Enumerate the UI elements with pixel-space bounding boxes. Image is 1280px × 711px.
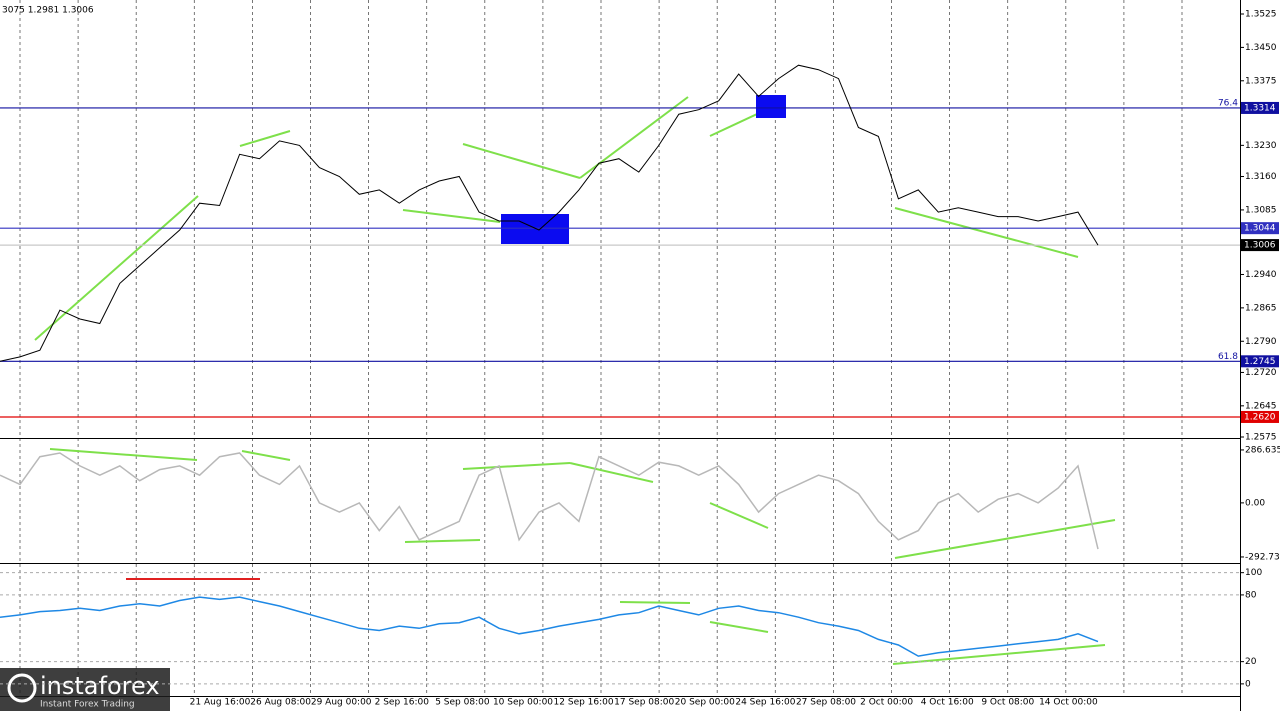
y-tick-label: 0.00 — [1245, 498, 1265, 508]
series-line — [0, 452, 1099, 550]
x-tick-label: 9 Oct 08:00 — [981, 698, 1034, 708]
level-label: 1.3006 — [1244, 241, 1276, 251]
level-tag — [1241, 222, 1279, 235]
x-tick-label: 2 Sep 16:00 — [375, 698, 430, 708]
zone-box — [756, 95, 786, 118]
x-tick-label: 24 Sep 16:00 — [735, 698, 795, 708]
level-label: 1.2745 — [1244, 357, 1276, 367]
y-tick-label: -292.731 — [1245, 552, 1280, 562]
y-tick-label: 1.3085 — [1245, 205, 1277, 215]
y-tick-label: 1.3230 — [1245, 141, 1277, 151]
watermark-tagline: Instant Forex Trading — [40, 700, 135, 710]
y-tick-label: 1.2720 — [1245, 368, 1277, 378]
vertical-grid — [19, 0, 1183, 696]
x-tick-label: 17 Sep 08:00 — [614, 698, 674, 708]
price-header: 3075 1.2981 1.3006 — [2, 6, 94, 16]
watermark-logo — [7, 673, 37, 703]
watermark-brand: instaforex — [40, 672, 160, 700]
y-tick-label: 286.6354 — [1245, 445, 1280, 455]
x-tick-label: 20 Sep 00:00 — [675, 698, 735, 708]
series-line — [0, 596, 1099, 657]
y-tick-label: 1.3450 — [1245, 43, 1277, 53]
y-tick-label: 1.2865 — [1245, 303, 1277, 313]
x-tick-label: 10 Sep 00:00 — [493, 698, 553, 708]
y-tick-label: 0 — [1245, 679, 1251, 689]
fib-label: 76.4 — [1218, 98, 1238, 108]
level-label: 1.2620 — [1244, 412, 1276, 422]
level-tag — [1241, 410, 1279, 423]
x-tick-label: 4 Oct 16:00 — [921, 698, 974, 708]
fib-label: 61.8 — [1218, 352, 1238, 362]
x-tick-label: 21 Aug 16:00 — [190, 698, 251, 708]
series-line — [0, 64, 1099, 362]
x-tick-label: 12 Sep 16:00 — [554, 698, 614, 708]
y-tick-label: 80 — [1245, 590, 1257, 600]
zone-box — [501, 214, 569, 244]
x-tick-label: 27 Sep 08:00 — [796, 698, 856, 708]
y-tick-label: 1.2575 — [1245, 433, 1277, 443]
level-tag — [1241, 355, 1279, 368]
trend-lines — [34, 96, 1116, 665]
x-tick-label: 2 Oct 00:00 — [860, 698, 913, 708]
y-tick-label: 1.3160 — [1245, 172, 1277, 182]
y-tick-label: 1.3525 — [1245, 10, 1277, 20]
y-tick-label: 20 — [1245, 657, 1257, 667]
y-tick-label: 1.2940 — [1245, 270, 1277, 280]
y-tick-label: 100 — [1245, 568, 1262, 578]
x-tick-label: 5 Sep 08:00 — [435, 698, 490, 708]
level-tag — [1241, 239, 1279, 252]
x-tick-label: 29 Aug 00:00 — [311, 698, 372, 708]
y-tick-label: 1.2790 — [1245, 337, 1277, 347]
level-tag — [1241, 101, 1279, 114]
level-label: 1.3314 — [1244, 103, 1276, 113]
x-tick-label: 14 Oct 00:00 — [1039, 698, 1098, 708]
y-tick-label: 1.2645 — [1245, 401, 1277, 411]
x-tick-label: 26 Aug 08:00 — [250, 698, 311, 708]
level-label: 1.3044 — [1244, 224, 1276, 234]
y-tick-label: 1.3375 — [1245, 76, 1277, 86]
